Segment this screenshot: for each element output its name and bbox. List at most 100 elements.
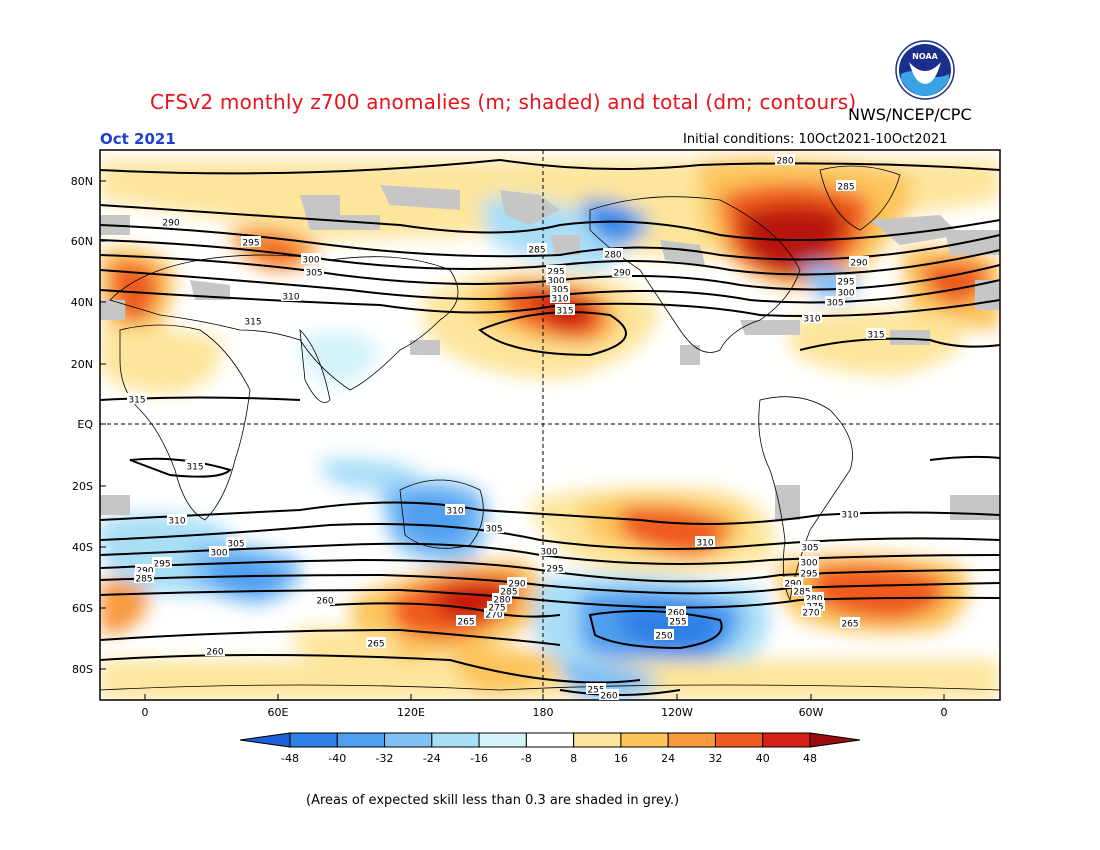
contour-label: 250 bbox=[654, 629, 674, 642]
latitude-ticks: 80N 60N 40N 20N EQ 20S 40S 60S 80S bbox=[71, 175, 106, 676]
contour-label: 265 bbox=[840, 617, 860, 630]
contour-label: 260 bbox=[315, 594, 335, 607]
initial-conditions: Initial conditions: 10Oct2021-10Oct2021 bbox=[683, 132, 948, 147]
contour-label: 300 bbox=[301, 253, 321, 266]
contour-label: 270 bbox=[484, 608, 504, 621]
svg-text:310: 310 bbox=[168, 517, 185, 527]
svg-text:305: 305 bbox=[485, 525, 502, 535]
colorbar-tick-label: -24 bbox=[423, 752, 441, 765]
svg-text:290: 290 bbox=[162, 219, 179, 229]
svg-text:305: 305 bbox=[551, 286, 568, 296]
svg-text:300: 300 bbox=[540, 548, 557, 558]
contour-label: 290 bbox=[507, 577, 527, 590]
svg-text:260: 260 bbox=[667, 609, 684, 619]
svg-text:295: 295 bbox=[242, 239, 259, 249]
latitude-label: EQ bbox=[77, 418, 93, 431]
contour-label: 260 bbox=[666, 606, 686, 619]
svg-text:315: 315 bbox=[556, 307, 573, 317]
noaa-logo-icon: NOAA bbox=[895, 40, 955, 100]
svg-text:270: 270 bbox=[802, 609, 819, 619]
svg-text:290: 290 bbox=[784, 580, 801, 590]
contour-label: 295 bbox=[799, 567, 819, 580]
contour-label: 280 bbox=[492, 593, 512, 606]
contour-label: 305 bbox=[226, 537, 246, 550]
colorbar-segment bbox=[478, 732, 527, 748]
latitude-label: 20S bbox=[72, 480, 93, 493]
svg-text:295: 295 bbox=[546, 565, 563, 575]
contour-label: 295 bbox=[546, 265, 566, 278]
noaa-logo-text: NOAA bbox=[912, 52, 938, 61]
contour-label: 305 bbox=[484, 522, 504, 535]
contour-label: 300 bbox=[836, 286, 856, 299]
svg-text:300: 300 bbox=[837, 289, 854, 299]
svg-text:300: 300 bbox=[210, 549, 227, 559]
contour-label: 265 bbox=[456, 615, 476, 628]
colorbar-segment bbox=[620, 732, 669, 748]
longitude-label: 180 bbox=[533, 706, 554, 719]
latitude-label: 20N bbox=[71, 358, 93, 371]
colorbar-segment bbox=[525, 732, 575, 748]
colorbar-tick-label: -32 bbox=[376, 752, 394, 765]
colorbar-segment bbox=[289, 732, 338, 748]
longitude-label: 120E bbox=[397, 706, 425, 719]
svg-text:285: 285 bbox=[793, 588, 810, 598]
svg-text:280: 280 bbox=[805, 595, 822, 605]
svg-text:280: 280 bbox=[493, 596, 510, 606]
colorbar-segment bbox=[336, 732, 386, 748]
contour-label: 315 bbox=[243, 315, 263, 328]
colorbar: -48 -40 -32 -24 -16 -8 8 16 24 32 40 48 bbox=[239, 732, 861, 765]
svg-text:305: 305 bbox=[305, 269, 322, 279]
svg-text:305: 305 bbox=[227, 540, 244, 550]
contour-label: 290 bbox=[612, 266, 632, 279]
svg-text:300: 300 bbox=[547, 277, 564, 287]
svg-text:260: 260 bbox=[206, 648, 223, 658]
svg-text:275: 275 bbox=[488, 604, 505, 614]
contour-labels: 2802852902953003053103152902953003053103… bbox=[127, 154, 886, 702]
latitude-label: 80S bbox=[72, 663, 93, 676]
contour-label: 305 bbox=[825, 296, 845, 309]
longitude-label: 60W bbox=[799, 706, 824, 719]
colorbar-tick-label: -8 bbox=[521, 752, 532, 765]
svg-text:285: 285 bbox=[837, 183, 854, 193]
svg-text:315: 315 bbox=[186, 463, 203, 473]
svg-text:290: 290 bbox=[850, 259, 867, 269]
contour-label: 300 bbox=[546, 274, 566, 287]
svg-text:305: 305 bbox=[801, 544, 818, 554]
svg-text:310: 310 bbox=[282, 293, 299, 303]
contour-label: 310 bbox=[281, 290, 301, 303]
colorbar-segment bbox=[714, 732, 764, 748]
contour-label: 280 bbox=[804, 592, 824, 605]
colorbar-right-arrow bbox=[809, 732, 861, 748]
contour-label: 305 bbox=[800, 541, 820, 554]
svg-text:280: 280 bbox=[604, 251, 621, 261]
contour-label: 300 bbox=[539, 545, 559, 558]
contour-label: 310 bbox=[840, 508, 860, 521]
colorbar-tick-label: 16 bbox=[614, 752, 628, 765]
svg-text:260: 260 bbox=[600, 692, 617, 702]
svg-text:265: 265 bbox=[457, 618, 474, 628]
organization-label: NWS/NCEP/CPC bbox=[848, 105, 972, 124]
colorbar-tick-label: -16 bbox=[470, 752, 488, 765]
contour-label: 280 bbox=[603, 248, 623, 261]
colorbar-tick-label: 48 bbox=[803, 752, 817, 765]
longitude-label: 0 bbox=[941, 706, 948, 719]
contour-label: 260 bbox=[599, 689, 619, 702]
svg-text:310: 310 bbox=[446, 507, 463, 517]
svg-text:300: 300 bbox=[302, 256, 319, 266]
svg-text:270: 270 bbox=[485, 611, 502, 621]
contour-label: 285 bbox=[527, 243, 547, 256]
latitude-label: 40N bbox=[71, 296, 93, 309]
latitude-label: 60S bbox=[72, 602, 93, 615]
colorbar-tick-label: 24 bbox=[661, 752, 675, 765]
colorbar-tick-label: -48 bbox=[281, 752, 299, 765]
contour-label: 315 bbox=[866, 328, 886, 341]
contour-label: 255 bbox=[668, 615, 688, 628]
svg-text:305: 305 bbox=[826, 299, 843, 309]
contour-label: 300 bbox=[209, 546, 229, 559]
forecast-month: Oct 2021 bbox=[100, 130, 176, 148]
contour-label: 315 bbox=[185, 460, 205, 473]
svg-text:290: 290 bbox=[613, 269, 630, 279]
contour-label: 310 bbox=[550, 292, 570, 305]
svg-text:265: 265 bbox=[841, 620, 858, 630]
